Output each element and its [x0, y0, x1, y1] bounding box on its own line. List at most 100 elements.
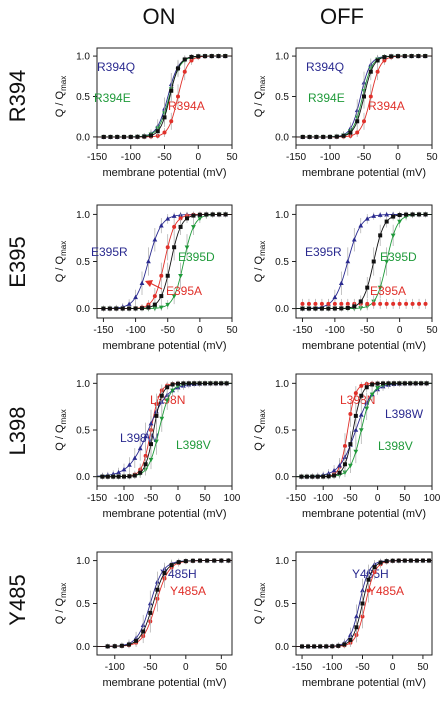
data-point: [355, 130, 360, 135]
y-tick-label: 0.5: [76, 599, 90, 610]
x-axis-label: membrane potential (mV): [102, 167, 226, 179]
data-point: [146, 305, 151, 310]
data-point: [339, 306, 344, 311]
data-point: [382, 55, 387, 60]
data-point: [197, 216, 203, 221]
data-point: [378, 301, 383, 306]
data-point: [397, 219, 403, 225]
data-point: [397, 301, 402, 306]
data-point: [334, 134, 339, 139]
data-point: [313, 301, 318, 306]
series-label: R394Q: [97, 60, 135, 74]
data-point: [348, 442, 353, 447]
data-point: [132, 473, 137, 478]
data-point: [101, 134, 106, 139]
series-label: R394E: [94, 91, 131, 105]
data-point: [313, 306, 318, 311]
data-point: [216, 54, 221, 59]
series-label: Y485A: [368, 584, 404, 598]
data-point: [126, 301, 132, 306]
x-tick-label: 50: [417, 662, 429, 673]
y-tick-label: 1.0: [76, 52, 90, 63]
data-point: [159, 294, 164, 299]
data-point: [321, 474, 326, 479]
data-point: [148, 457, 154, 463]
data-point: [172, 224, 177, 229]
data-point: [128, 134, 133, 139]
data-point: [377, 212, 383, 217]
data-point: [326, 306, 331, 311]
x-tick-label: -100: [105, 662, 125, 673]
data-point: [360, 587, 365, 593]
x-tick-label: 50: [199, 493, 211, 504]
x-tick-label: -150: [292, 662, 312, 673]
data-point: [315, 474, 320, 479]
data-point: [353, 391, 358, 396]
data-point: [348, 130, 353, 135]
y-axis-label: Q / Qmax: [253, 241, 267, 282]
data-point: [378, 233, 383, 238]
data-point: [384, 219, 389, 224]
data-point: [300, 306, 305, 311]
y-axis-label: Q / Qmax: [54, 583, 68, 624]
y-tick-label: 1.0: [275, 52, 289, 63]
data-point: [141, 629, 146, 634]
data-point: [364, 216, 370, 221]
data-point: [226, 558, 231, 563]
data-point: [354, 625, 359, 630]
chart-panel: -150 -100 -50 0 50 0.0 0.5 1.0 membrane potentia…: [54, 204, 238, 352]
data-point: [390, 558, 395, 563]
data-point: [348, 412, 353, 417]
data-point: [310, 474, 315, 479]
x-tick-label: -50: [160, 325, 175, 336]
data-point: [162, 570, 167, 575]
data-point: [307, 134, 312, 139]
data-point: [314, 134, 319, 139]
data-point: [369, 392, 375, 398]
data-point: [107, 306, 112, 311]
data-point: [171, 213, 177, 218]
data-point: [362, 94, 366, 99]
data-point: [192, 381, 197, 386]
data-point: [121, 466, 127, 472]
data-point: [366, 588, 371, 593]
data-point: [300, 644, 305, 649]
data-point: [300, 301, 305, 306]
y-tick-label: 0.0: [275, 642, 289, 653]
series-label: E395R: [305, 245, 342, 259]
data-point: [375, 58, 380, 63]
data-point: [203, 381, 207, 386]
x-tick-label: 50: [216, 662, 228, 673]
data-point: [219, 381, 224, 386]
data-point: [419, 381, 424, 386]
data-point: [410, 301, 415, 306]
x-tick-label: 0: [395, 152, 401, 163]
data-point: [158, 305, 164, 311]
data-point: [176, 560, 181, 565]
data-point: [105, 474, 110, 479]
x-tick-label: -150: [87, 152, 107, 163]
data-point: [165, 385, 170, 390]
chart-panel: -150 -100 -50 0 50 100 0.0 0.5 1.0 membrane poten…: [54, 373, 241, 520]
data-point: [191, 213, 196, 218]
data-point: [134, 638, 139, 643]
x-tick-label: -100: [313, 493, 333, 504]
data-point: [390, 233, 396, 238]
x-tick-label: 100: [424, 493, 441, 504]
data-point: [339, 301, 344, 306]
data-point: [324, 644, 329, 649]
data-point: [133, 294, 138, 300]
series-label: L398W: [385, 407, 424, 421]
chart-panel: -100 -50 0 50 0.0 0.5 1.0 membrane potential (m…: [54, 551, 233, 689]
y-tick-label: 0.5: [76, 257, 90, 268]
data-point: [205, 558, 210, 563]
data-point: [142, 134, 147, 139]
data-point: [176, 94, 180, 99]
series-label: R394E: [308, 91, 345, 105]
data-point: [359, 393, 364, 398]
data-point: [217, 212, 222, 217]
data-point: [114, 306, 119, 311]
data-point: [332, 301, 337, 306]
data-point: [143, 433, 148, 439]
x-tick-label: -50: [144, 493, 159, 504]
